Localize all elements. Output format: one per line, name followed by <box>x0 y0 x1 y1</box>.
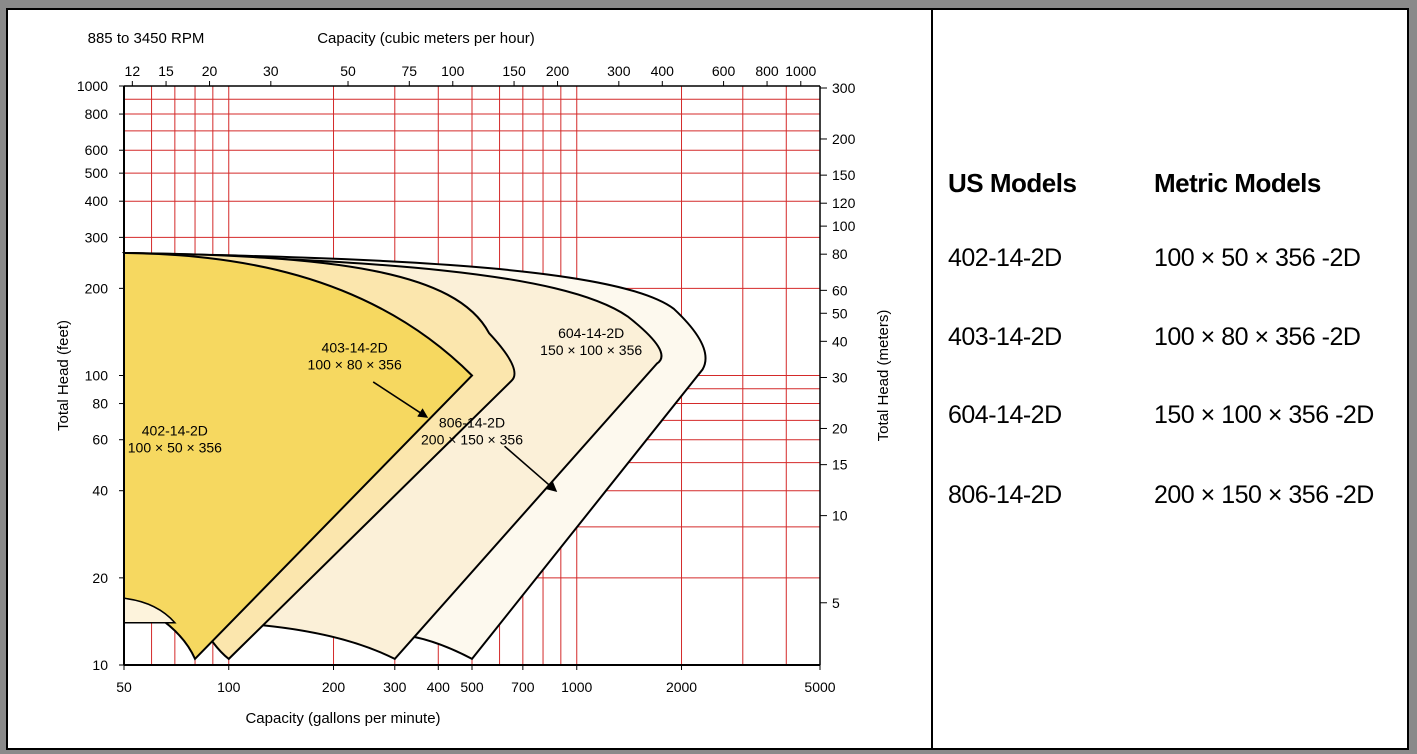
zone-label-604-14-2d: 604-14-2D <box>558 325 624 341</box>
y2-tick-label: 100 <box>832 218 856 234</box>
x2-tick-label: 15 <box>158 63 174 79</box>
zone-metric-label-806-14-2d: 200 × 150 × 356 <box>421 432 523 448</box>
y-tick-label: 200 <box>85 280 109 296</box>
y2-tick-label: 50 <box>832 305 848 321</box>
y-tick-label: 60 <box>92 432 108 448</box>
metric-models-header: Metric Models <box>1154 168 1321 198</box>
y-tick-label: 600 <box>85 142 109 158</box>
performance-chart-panel: 50 100 200 300 400 500 700 1000 2000 5000 12 15 20 30… <box>8 10 933 748</box>
x2-tick-label: 20 <box>202 63 218 79</box>
x-axis-title: Capacity (gallons per minute) <box>245 710 440 727</box>
zone-label-806-14-2d: 806-14-2D <box>439 415 505 431</box>
x2-tick-label: 12 <box>125 63 141 79</box>
x-tick-label: 300 <box>383 679 407 695</box>
x-tick-label: 400 <box>427 679 451 695</box>
us-model-cell: 402-14-2D <box>948 244 1062 272</box>
y2-tick-label: 120 <box>832 195 856 211</box>
y2-tick-label: 20 <box>832 420 848 436</box>
us-model-cell: 403-14-2D <box>948 323 1062 351</box>
x2-tick-label: 150 <box>502 63 526 79</box>
x-tick-label: 50 <box>116 679 132 695</box>
us-model-cell: 604-14-2D <box>948 401 1062 429</box>
y-tick-label: 20 <box>92 570 108 586</box>
zone-metric-label-604-14-2d: 150 × 100 × 356 <box>540 342 642 358</box>
zone-metric-label-402-14-2d: 100 × 50 × 356 <box>128 440 222 456</box>
x-tick-label: 1000 <box>561 679 592 695</box>
y2-tick-label: 30 <box>832 369 848 385</box>
zone-label-402-14-2d: 402-14-2D <box>142 423 208 439</box>
y2-tick-label: 300 <box>832 80 856 96</box>
models-table: US Models Metric Models 402-14-2D 100 × … <box>933 10 1407 748</box>
y-axis-title: Total Head (feet) <box>55 320 72 431</box>
x-tick-label: 5000 <box>804 679 835 695</box>
x-tick-label: 700 <box>511 679 535 695</box>
x2-tick-label: 100 <box>441 63 465 79</box>
zone-metric-label-403-14-2d: 100 × 80 × 356 <box>308 357 402 373</box>
arrow-806-14-2d <box>503 445 558 493</box>
y2-tick-label: 5 <box>832 595 840 611</box>
metric-model-cell: 150 × 100 × 356 -2D <box>1154 401 1374 429</box>
us-model-cell: 806-14-2D <box>948 481 1062 509</box>
performance-chart: 50 100 200 300 400 500 700 1000 2000 5000 12 15 20 30… <box>55 30 892 727</box>
y2-axis-title: Total Head (meters) <box>875 310 892 442</box>
metric-model-cell: 100 × 80 × 356 -2D <box>1154 323 1361 351</box>
y-tick-label: 80 <box>92 396 108 412</box>
x2-tick-label: 50 <box>340 63 356 79</box>
x2-axis-title: Capacity (cubic meters per hour) <box>317 30 535 47</box>
y2-tick-label: 80 <box>832 246 848 262</box>
x2-tick-label: 1000 <box>785 63 816 79</box>
y-tick-label: 10 <box>92 657 108 673</box>
y2-tick-label: 15 <box>832 457 848 473</box>
x-tick-label: 200 <box>322 679 346 695</box>
figure-frame: 50 100 200 300 400 500 700 1000 2000 5000 12 15 20 30… <box>6 8 1409 750</box>
y-tick-label: 400 <box>85 193 109 209</box>
x-tick-label: 2000 <box>666 679 697 695</box>
x-tick-label: 100 <box>217 679 241 695</box>
x2-tick-label: 300 <box>607 63 631 79</box>
x2-tick-label: 400 <box>651 63 675 79</box>
us-models-header: US Models <box>948 168 1077 198</box>
metric-model-cell: 100 × 50 × 356 -2D <box>1154 244 1361 272</box>
zone-tail <box>123 597 177 624</box>
y-tick-label: 500 <box>85 165 109 181</box>
x2-tick-label: 200 <box>546 63 570 79</box>
y-tick-label: 800 <box>85 106 109 122</box>
zone-label-403-14-2d: 403-14-2D <box>322 340 388 356</box>
x-tick-label: 500 <box>460 679 484 695</box>
speed-range-label: 885 to 3450 RPM <box>88 30 205 47</box>
y-tick-label: 300 <box>85 229 109 245</box>
y2-tick-label: 60 <box>832 282 848 298</box>
y2-tick-label: 200 <box>832 131 856 147</box>
metric-model-cell: 200 × 150 × 356 -2D <box>1154 481 1374 509</box>
x2-tick-label: 30 <box>263 63 279 79</box>
y-tick-label: 40 <box>92 483 108 499</box>
x2-tick-label: 75 <box>402 63 418 79</box>
y2-tick-label: 10 <box>832 508 848 524</box>
y2-tick-label: 150 <box>832 167 856 183</box>
y-tick-label: 1000 <box>77 78 108 94</box>
x2-tick-label: 600 <box>712 63 736 79</box>
arrow-403-14-2d <box>372 381 429 418</box>
x2-tick-label: 800 <box>755 63 779 79</box>
y-tick-label: 100 <box>85 368 109 384</box>
y2-tick-label: 40 <box>832 333 848 349</box>
